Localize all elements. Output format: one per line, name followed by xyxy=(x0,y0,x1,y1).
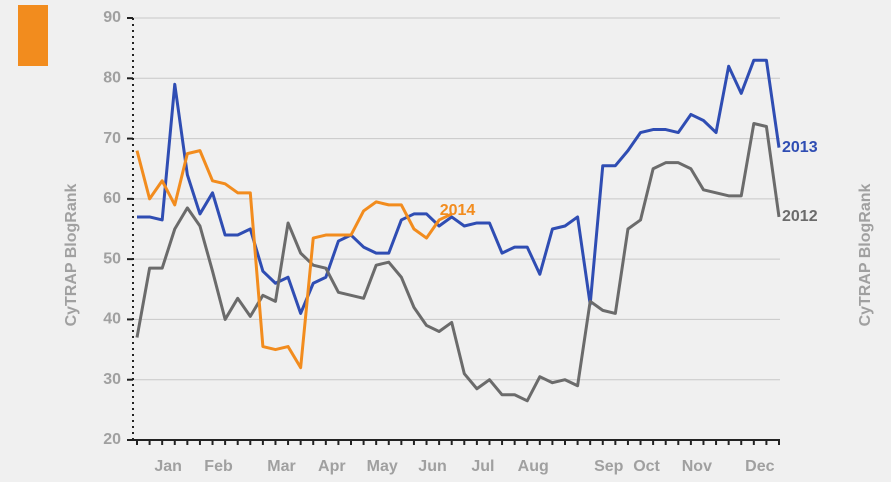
x-tick-label: Jan xyxy=(154,458,182,475)
x-tick-label: Dec xyxy=(745,458,774,475)
y-tick-label: 90 xyxy=(103,9,121,26)
series-label: 2014 xyxy=(440,202,476,219)
series-label: 2012 xyxy=(782,208,818,225)
y-tick-label: 40 xyxy=(103,311,121,328)
x-tick-label: Aug xyxy=(518,458,549,475)
x-tick-label: Jun xyxy=(418,458,446,475)
x-tick-label: Mar xyxy=(267,458,295,475)
y-tick-label: 50 xyxy=(103,250,121,267)
x-tick-label: Jul xyxy=(471,458,494,475)
y2-axis-label: CyTRAP BlogRank xyxy=(857,183,874,326)
x-tick-label: Oct xyxy=(633,458,660,475)
x-tick-label: Apr xyxy=(318,458,346,475)
y-tick-label: 70 xyxy=(103,130,121,147)
x-tick-label: Nov xyxy=(682,458,712,475)
series-label: 2013 xyxy=(782,139,818,156)
y-tick-label: 20 xyxy=(103,431,121,448)
series-line xyxy=(135,122,781,403)
y-tick-label: 80 xyxy=(103,70,121,87)
y-tick-label: 60 xyxy=(103,190,121,207)
swatch xyxy=(18,5,48,66)
y-tick-label: 30 xyxy=(103,371,121,388)
series-line xyxy=(135,149,453,370)
x-tick-label: May xyxy=(367,458,398,475)
x-tick-label: Sep xyxy=(594,458,624,475)
y-axis-label: CyTRAP BlogRank xyxy=(63,183,80,326)
series-line xyxy=(137,58,781,315)
x-tick-label: Feb xyxy=(204,458,233,475)
